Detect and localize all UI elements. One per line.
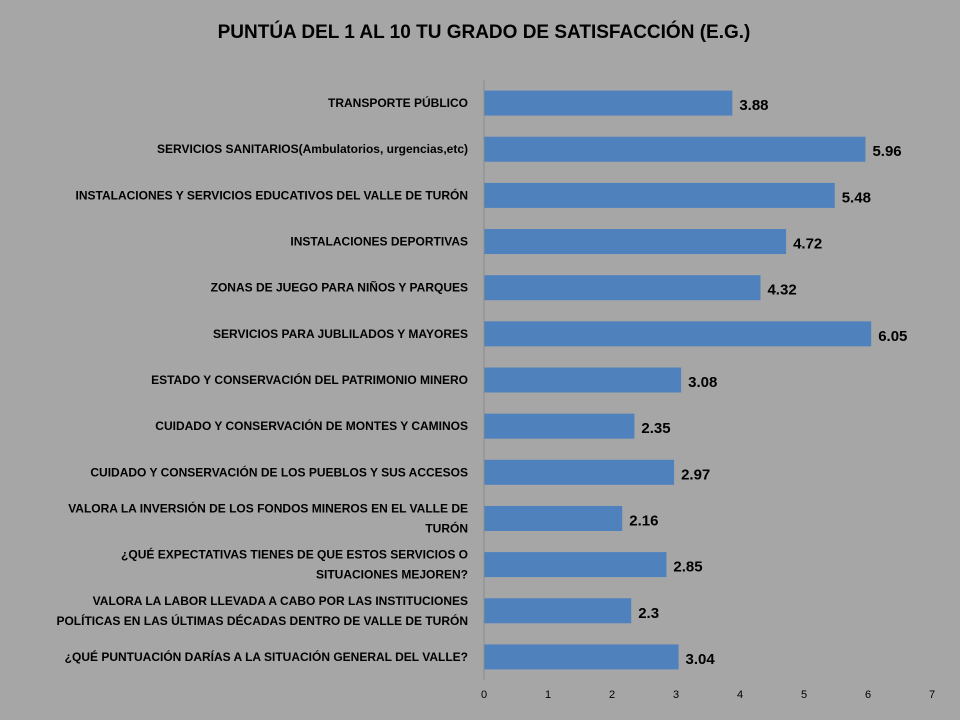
x-tick-label: 7 — [929, 689, 935, 701]
data-label: 6.05 — [878, 328, 907, 345]
bar — [484, 459, 675, 485]
x-tick-label: 5 — [801, 689, 807, 701]
category-label: TRANSPORTE PÚBLICO — [328, 95, 468, 110]
x-axis-ticks-group: 0 1 2 3 4 5 6 7 — [481, 689, 935, 701]
category-label: CUIDADO Y CONSERVACIÓN DE LOS PUEBLOS Y … — [90, 464, 468, 479]
category-label: SERVICIOS PARA JUBLILADOS Y MAYORES — [213, 327, 468, 341]
category-label: TURÓN — [425, 520, 468, 535]
x-tick-label: 1 — [545, 689, 551, 701]
category-label: ¿QUÉ PUNTUACIÓN DARÍAS A LA SITUACIÓN GE… — [65, 649, 468, 664]
data-label: 3.08 — [688, 374, 717, 391]
x-tick-label: 0 — [481, 689, 487, 701]
bar — [484, 182, 835, 208]
category-label: SITUACIONES MEJOREN? — [316, 568, 468, 582]
category-label: SERVICIOS SANITARIOS(Ambulatorios, urgen… — [157, 142, 468, 156]
bar — [484, 90, 733, 116]
bar — [484, 136, 866, 162]
data-label: 4.32 — [767, 282, 796, 299]
category-labels-group: TRANSPORTE PÚBLICO SERVICIOS SANITARIOS(A… — [56, 95, 468, 664]
x-tick-label: 4 — [737, 689, 743, 701]
data-label: 5.96 — [872, 143, 901, 160]
bars-group — [484, 90, 872, 670]
bar — [484, 413, 635, 439]
data-label: 2.85 — [673, 559, 702, 576]
bar — [484, 275, 761, 301]
category-label: VALORA LA INVERSIÓN DE LOS FONDOS MINERO… — [68, 500, 468, 515]
bar — [484, 552, 667, 578]
data-label: 2.97 — [681, 466, 710, 483]
category-label: CUIDADO Y CONSERVACIÓN DE MONTES Y CAMIN… — [155, 418, 468, 433]
x-tick-label: 2 — [609, 689, 615, 701]
x-tick-label: 6 — [865, 689, 871, 701]
bar — [484, 598, 632, 624]
data-label: 2.35 — [641, 420, 670, 437]
category-label: VALORA LA LABOR LLEVADA A CABO POR LAS I… — [93, 594, 468, 608]
chart-title: PUNTÚA DEL 1 AL 10 TU GRADO DE SATISFACC… — [218, 21, 751, 43]
data-label: 5.48 — [842, 189, 871, 206]
data-labels-group: 3.88 5.96 5.48 4.72 4.32 6.05 3.08 2.35 2.97 2.16… — [629, 97, 907, 668]
category-label: ¿QUÉ EXPECTATIVAS TIENES DE QUE ESTOS SE… — [121, 547, 468, 562]
bar — [484, 367, 682, 393]
data-label: 3.88 — [739, 97, 768, 114]
category-label: ESTADO Y CONSERVACIÓN DEL PATRIMONIO MIN… — [151, 372, 468, 387]
x-tick-label: 3 — [673, 689, 679, 701]
data-label: 4.72 — [793, 236, 822, 253]
category-label: POLÍTICAS EN LAS ÚLTIMAS DÉCADAS DENTRO … — [56, 613, 468, 628]
bar — [484, 321, 872, 347]
data-label: 3.04 — [686, 651, 716, 668]
bar — [484, 505, 623, 531]
bar — [484, 229, 787, 255]
bar — [484, 644, 679, 670]
category-label: INSTALACIONES DEPORTIVAS — [290, 235, 468, 249]
category-label: ZONAS DE JUEGO PARA NIÑOS Y PARQUES — [211, 280, 468, 295]
data-label: 2.3 — [638, 605, 659, 622]
data-label: 2.16 — [629, 512, 658, 529]
category-label: INSTALACIONES Y SERVICIOS EDUCATIVOS DEL… — [76, 187, 469, 202]
